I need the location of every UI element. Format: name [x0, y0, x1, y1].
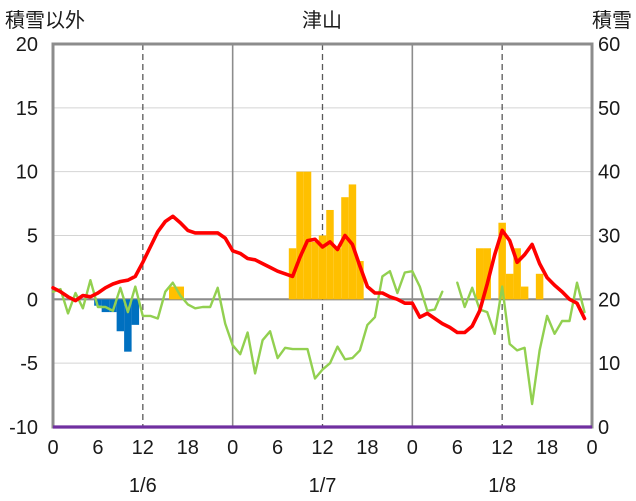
bar: [296, 171, 304, 300]
bar: [498, 222, 506, 300]
right-y-tick-label: 10: [598, 353, 620, 375]
chart-title: 津山: [302, 9, 342, 32]
bar: [535, 273, 544, 300]
x-tick-label: 6: [452, 437, 463, 459]
x-tick-label: 12: [491, 437, 513, 459]
x-tick-label: 0: [407, 437, 418, 459]
bar-marks: [94, 171, 544, 352]
bar: [311, 241, 319, 300]
right-y-tick-label: 30: [598, 226, 620, 248]
line-marks: [51, 214, 592, 429]
bar: [483, 248, 491, 300]
right-y-tick-label: 0: [598, 417, 609, 439]
left-y-tick-label: 5: [27, 226, 38, 248]
left-y-tick-label: -5: [20, 353, 38, 375]
x-tick-label: 12: [311, 437, 333, 459]
bar: [520, 286, 529, 300]
date-label: 1/7: [309, 475, 337, 497]
left-y-tick-label: 20: [16, 34, 38, 56]
left-axis-label: 積雪以外: [5, 9, 85, 32]
left-y-tick-label: 10: [16, 162, 38, 184]
bar: [318, 235, 327, 300]
bar: [513, 248, 521, 300]
right-y-tick-label: 20: [598, 289, 620, 311]
left-y-tick-label: 0: [27, 289, 38, 311]
x-tick-label: 18: [536, 437, 558, 459]
bar: [116, 299, 125, 332]
x-tick-label: 6: [92, 437, 103, 459]
x-tick-label: 0: [227, 437, 238, 459]
bar: [101, 299, 110, 313]
bar: [341, 197, 349, 300]
bar: [356, 261, 364, 300]
bar: [176, 286, 185, 300]
bar: [109, 299, 117, 313]
x-tick-label: 18: [356, 437, 378, 459]
right-y-tick-label: 60: [598, 34, 620, 56]
left-y-tick-label: 15: [16, 98, 38, 120]
bar: [303, 171, 312, 300]
bar: [131, 299, 140, 325]
right-y-tick-label: 40: [598, 162, 620, 184]
right-axis-label: 積雪: [592, 9, 632, 32]
bar: [333, 248, 342, 300]
bar: [169, 286, 177, 300]
left-y-tick-label: -10: [9, 417, 38, 439]
bar: [94, 299, 102, 306]
x-tick-label: 0: [586, 437, 597, 459]
bar: [326, 209, 334, 300]
bar: [475, 248, 484, 300]
bar: [124, 299, 132, 352]
line-series-1: [51, 270, 586, 406]
date-label: 1/8: [488, 475, 516, 497]
bar: [505, 273, 514, 300]
date-label: 1/6: [129, 475, 157, 497]
line-series-2: [51, 214, 587, 335]
x-tick-label: 12: [132, 437, 154, 459]
x-tick-label: 0: [47, 437, 58, 459]
x-tick-label: 18: [177, 437, 199, 459]
right-y-tick-label: 50: [598, 98, 620, 120]
x-tick-label: 6: [272, 437, 283, 459]
